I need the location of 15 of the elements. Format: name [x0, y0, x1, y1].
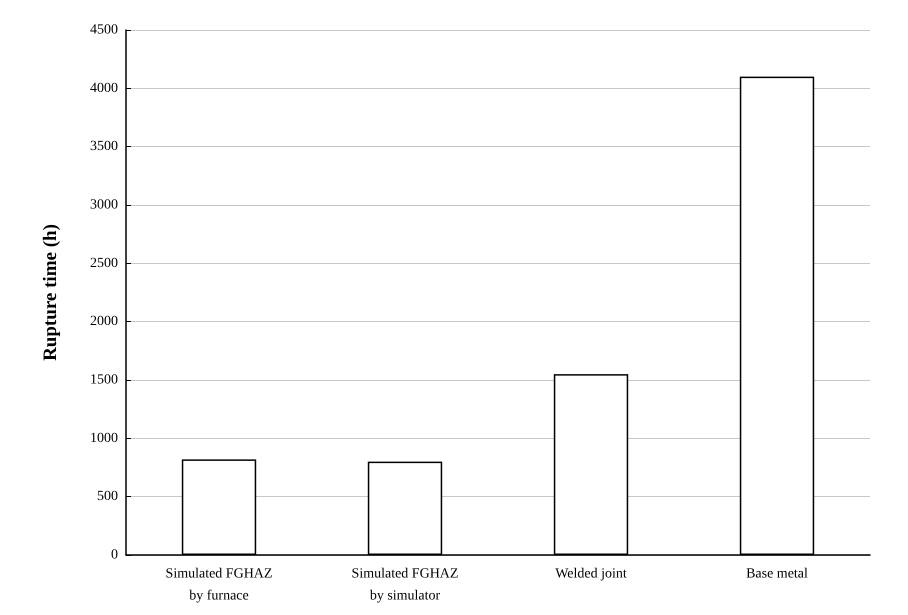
y-tick-label: 2000 — [90, 314, 118, 330]
y-tick-label: 0 — [111, 548, 118, 562]
x-tick-label: Simulated FGHAZ by simulator — [352, 566, 458, 604]
x-tick-label: Simulated FGHAZ by furnace — [166, 566, 272, 604]
y-tick-label: 3000 — [90, 198, 118, 212]
y-tick-label: 500 — [97, 489, 118, 504]
x-tick-label: Welded joint — [555, 566, 627, 582]
y-tick-label: 1500 — [90, 372, 118, 388]
x-tick-label: Base metal — [746, 566, 808, 582]
y-tick-label: 3500 — [90, 139, 118, 154]
y-tick-label: 4000 — [90, 80, 118, 96]
y-axis-title: Rupture time (h) — [40, 224, 61, 361]
y-tick-label: 2500 — [90, 256, 118, 271]
y-tick-label: 4500 — [90, 22, 118, 38]
y-tick-label: 1000 — [90, 430, 118, 446]
